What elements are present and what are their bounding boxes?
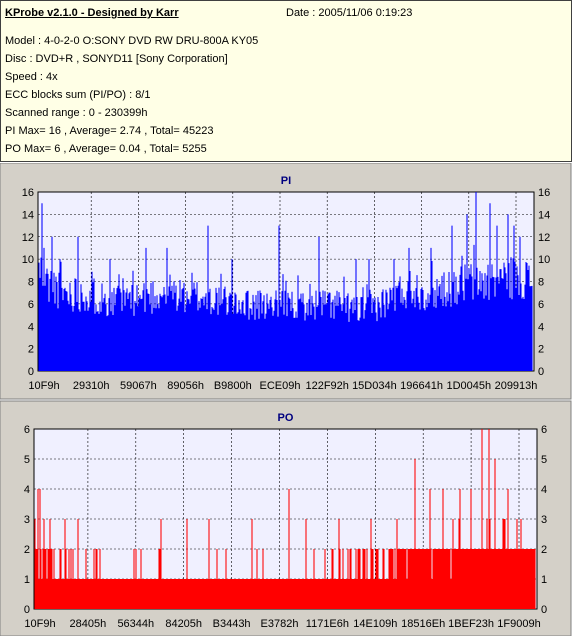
ytick-right-po: 1 [541, 574, 547, 586]
xtick-po: 56344h [117, 618, 154, 630]
xtick-pi: B9800h [214, 380, 252, 392]
info-panel: KProbe v2.1.0 - Designed by Karr Date : … [0, 0, 572, 162]
xtick-pi: 59067h [120, 380, 157, 392]
ytick-left-pi: 4 [28, 321, 34, 333]
ytick-left-pi: 8 [28, 277, 34, 289]
ytick-right-pi: 16 [538, 187, 550, 199]
xtick-pi: 29310h [73, 380, 110, 392]
xtick-po: B3443h [213, 618, 251, 630]
ytick-right-pi: 2 [538, 344, 544, 356]
xtick-po: 10F9h [24, 618, 55, 630]
ytick-right-pi: 14 [538, 209, 550, 221]
info-po-stats: PO Max= 6 , Average= 0.04 , Total= 5255 [5, 143, 207, 155]
ytick-right-pi: 0 [538, 366, 544, 378]
info-speed: Speed : 4x [5, 71, 58, 83]
ytick-right-po: 0 [541, 604, 547, 616]
ytick-left-pi: 16 [22, 187, 34, 199]
xtick-pi: 1D0045h [446, 380, 491, 392]
ytick-right-po: 6 [541, 424, 547, 436]
xtick-po: 14E109h [353, 618, 397, 630]
info-disc: Disc : DVD+R , SONYD11 [Sony Corporation… [5, 53, 228, 65]
info-scanned-range: Scanned range : 0 - 230399h [5, 107, 148, 119]
series-bars-po [34, 429, 536, 609]
ytick-left-po: 0 [24, 604, 30, 616]
ytick-right-po: 2 [541, 544, 547, 556]
ytick-left-po: 4 [24, 484, 30, 496]
xtick-po: E3782h [261, 618, 299, 630]
xtick-po: 18516Eh [401, 618, 445, 630]
ytick-left-po: 1 [24, 574, 30, 586]
ytick-left-pi: 10 [22, 254, 34, 266]
ytick-right-po: 3 [541, 514, 547, 526]
series-bars-pi [38, 192, 533, 371]
ytick-left-po: 2 [24, 544, 30, 556]
xtick-po: 28405h [70, 618, 107, 630]
xtick-po: 84205h [165, 618, 202, 630]
ytick-left-pi: 14 [22, 209, 34, 221]
ytick-right-pi: 12 [538, 232, 550, 244]
xtick-po: 1BEF23h [448, 618, 494, 630]
xtick-pi: 209913h [495, 380, 538, 392]
xtick-po: 1171E6h [306, 618, 349, 630]
xtick-pi: 122F92h [305, 380, 348, 392]
ytick-left-po: 3 [24, 514, 30, 526]
ytick-left-pi: 6 [28, 299, 34, 311]
xtick-pi: 10F9h [28, 380, 59, 392]
chart-title-po: PO [278, 412, 294, 424]
ytick-left-pi: 0 [28, 366, 34, 378]
chart-title-pi: PI [281, 175, 291, 187]
scan-date: Date : 2005/11/06 0:19:23 [286, 7, 413, 19]
ytick-left-po: 6 [24, 424, 30, 436]
ytick-right-po: 5 [541, 454, 547, 466]
info-pi-stats: PI Max= 16 , Average= 2.74 , Total= 4522… [5, 125, 214, 137]
xtick-pi: 89056h [167, 380, 204, 392]
info-ecc-blocks: ECC blocks sum (PI/PO) : 8/1 [5, 89, 151, 101]
ytick-left-po: 5 [24, 454, 30, 466]
xtick-po: 1F9009h [497, 618, 540, 630]
ytick-right-pi: 4 [538, 321, 544, 333]
ytick-left-pi: 12 [22, 232, 34, 244]
ytick-right-po: 4 [541, 484, 547, 496]
info-model: Model : 4-0-2-0 O:SONY DVD RW DRU-800A K… [5, 35, 259, 47]
xtick-pi: 196641h [400, 380, 443, 392]
app-title: KProbe v2.1.0 - Designed by Karr [5, 7, 179, 19]
ytick-left-pi: 2 [28, 344, 34, 356]
ytick-right-pi: 8 [538, 277, 544, 289]
xtick-pi: ECE09h [260, 380, 301, 392]
ytick-right-pi: 6 [538, 299, 544, 311]
ytick-right-pi: 10 [538, 254, 550, 266]
xtick-pi: 15D034h [352, 380, 397, 392]
